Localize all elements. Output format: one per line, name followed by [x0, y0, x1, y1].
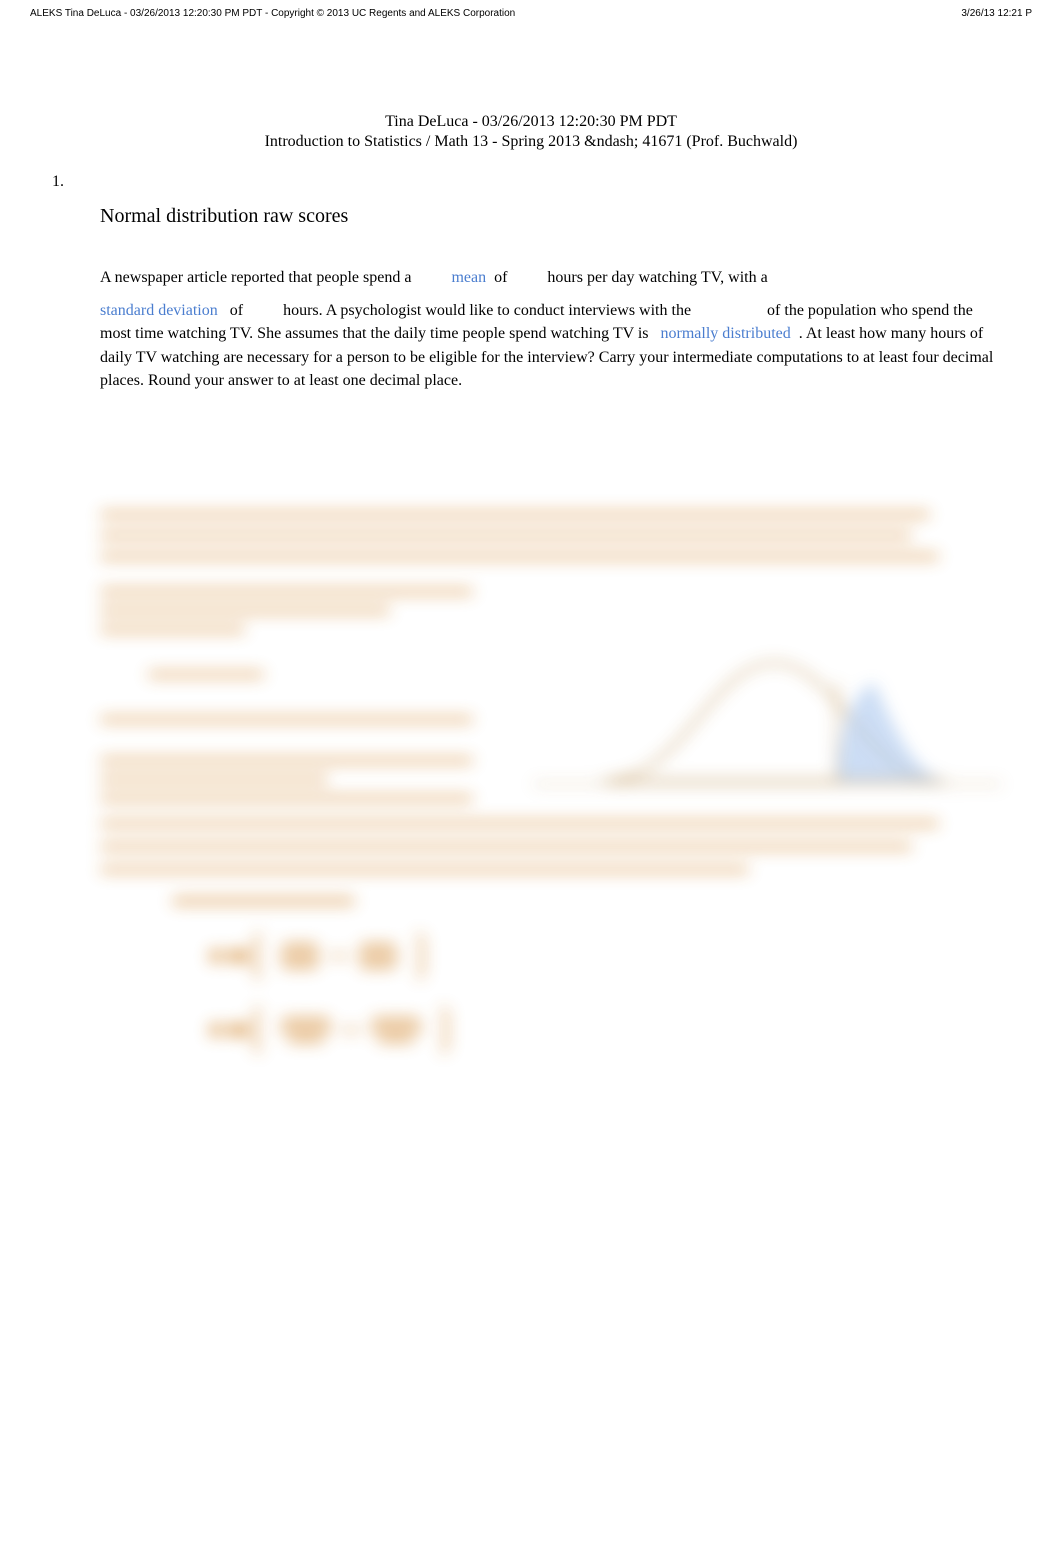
question-number: 1.: [52, 173, 1010, 191]
standard-deviation-link[interactable]: standard deviation: [100, 302, 218, 319]
header-right: 3/26/13 12:21 P: [961, 8, 1032, 19]
text: A newspaper article reported that people…: [100, 269, 411, 286]
normally-distributed-link[interactable]: normally distributed: [661, 325, 791, 342]
paragraph-1: A newspaper article reported that people…: [100, 266, 1002, 289]
paragraph-2: standard deviation of hours. A psychologi…: [100, 299, 1002, 392]
doc-subtitle: Introduction to Statistics / Math 13 - S…: [52, 133, 1010, 151]
text: of: [494, 269, 507, 286]
text: of: [230, 302, 243, 319]
text: hours. A psychologist would like to cond…: [283, 302, 691, 319]
text: hours per day watching TV, with a: [547, 269, 767, 286]
blurred-formula-stack: [172, 898, 1002, 1056]
doc-title: Tina DeLuca - 03/26/2013 12:20:30 PM PDT: [52, 113, 1010, 131]
section-title: Normal distribution raw scores: [100, 205, 1002, 228]
bell-curve-chart: [533, 575, 1002, 785]
header-left: ALEKS Tina DeLuca - 03/26/2013 12:20:30 …: [30, 8, 515, 19]
mean-link[interactable]: mean: [451, 269, 486, 286]
blurred-solution-region: [100, 512, 1002, 1056]
